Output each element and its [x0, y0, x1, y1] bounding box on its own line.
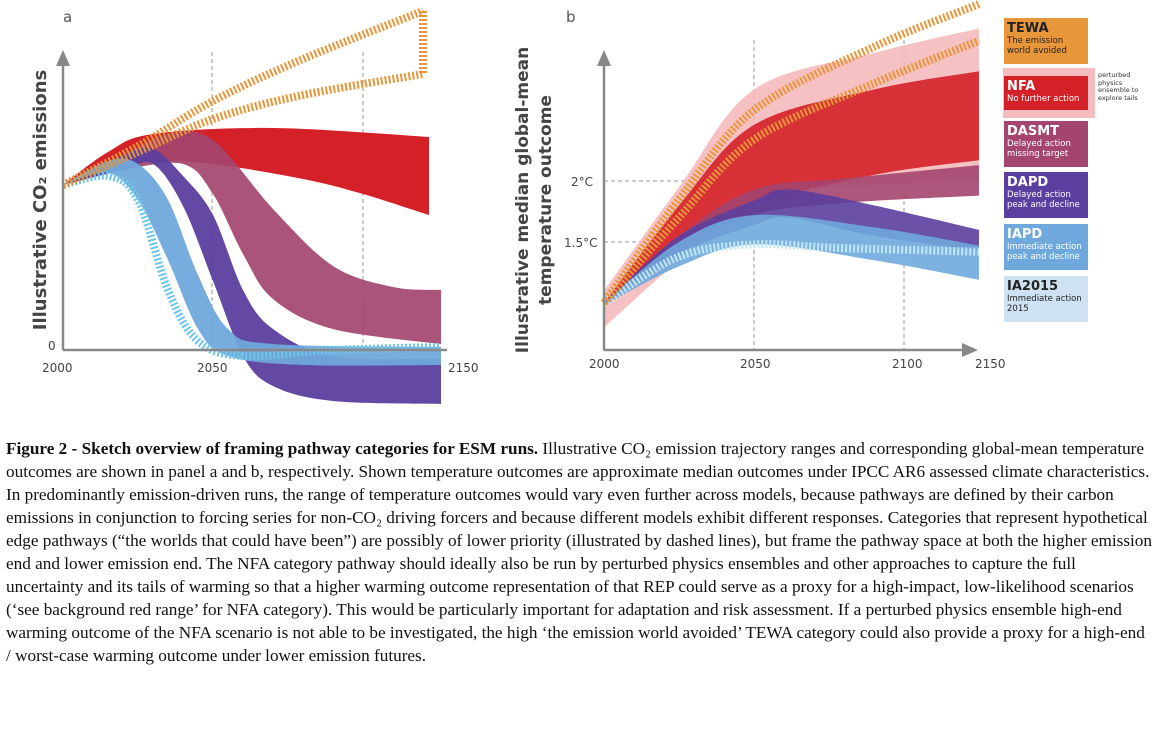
dashed-tewa-upper: [61, 7, 425, 189]
legend-code: TEWA: [1007, 21, 1049, 36]
legend-code: DAPD: [1007, 175, 1049, 190]
legend-ia2015: IA2015 Immediate action 2015: [1004, 276, 1088, 322]
legend-desc: No further action: [1007, 94, 1080, 104]
legend-code: DASMT: [1007, 124, 1060, 139]
y-axis-arrow-icon: [597, 50, 611, 66]
x-tick-2050: 2050: [197, 361, 228, 375]
band-dapd: [604, 189, 979, 306]
legend-desc: Immediate action peak and decline: [1007, 242, 1082, 262]
dashed-ia2015: [62, 171, 442, 361]
band-iapd: [63, 158, 441, 366]
x-tick-2150: 2150: [975, 357, 1006, 371]
figure-caption: Figure 2 - Sketch overview of framing pa…: [6, 437, 1152, 667]
x-axis-arrow-icon: [962, 343, 978, 357]
band-dasmt: [63, 131, 441, 344]
x-tick-2100: 2100: [892, 357, 923, 371]
legend-code: NFA: [1007, 79, 1036, 94]
legend-desc: Delayed action peak and decline: [1007, 190, 1080, 210]
panel-a: a 0 2000 2050 2150 Illustrative CO₂ emis…: [30, 7, 479, 404]
dashed-tewa-lower: [600, 36, 981, 306]
dashed-tewa-lower: [61, 70, 424, 189]
legend-iapd: IAPD Immediate action peak and decline: [1004, 224, 1088, 270]
caption-title: Figure 2 - Sketch overview of framing pa…: [6, 439, 539, 458]
x-tick-2000: 2000: [42, 361, 73, 375]
y-zero-label: 0: [48, 339, 56, 353]
legend-desc: The emission world avoided: [1007, 36, 1067, 56]
y-tick-1-5c: 1.5°C: [564, 236, 597, 250]
legend-code: IA2015: [1007, 279, 1059, 294]
panel-b-label: b: [566, 8, 576, 26]
x-tick-2150: 2150: [448, 361, 479, 375]
band-iapd: [604, 214, 979, 306]
y-axis-label-line1: Illustrative median global-mean: [513, 47, 533, 353]
legend-dapd: DAPD Delayed action peak and decline: [1004, 172, 1088, 218]
dashed-tewa-upper: [600, 0, 981, 306]
legend-desc: Immediate action 2015: [1007, 294, 1082, 314]
dashed-ia2015: [601, 240, 980, 307]
y-tick-2c: 2°C: [571, 175, 593, 189]
panel-a-label: a: [63, 8, 72, 26]
figure-2: a 0 2000 2050 2150 Illustrative CO₂ emis…: [30, 0, 1006, 404]
legend-desc: Delayed action missing target: [1007, 139, 1071, 159]
legend-tewa: TEWA The emission world avoided: [1004, 18, 1088, 64]
panel-b: b 2°C 1.5°C 2000 2050 2100 2150 Illustra…: [513, 0, 1006, 371]
legend-nfa: NFA No further action: [1004, 76, 1088, 110]
legend-code: IAPD: [1007, 227, 1043, 242]
y-axis-label: Illustrative CO₂ emissions: [30, 70, 51, 330]
caption-text: Illustrative CO₂ emission trajectory ran…: [6, 439, 1152, 665]
y-axis-label-line2: temperature outcome: [536, 95, 556, 305]
x-tick-2050: 2050: [740, 357, 771, 371]
perturbed-note: perturbed physics ensemble to explore ta…: [1098, 71, 1139, 102]
y-axis-arrow-icon: [56, 50, 70, 66]
x-tick-2000: 2000: [589, 357, 620, 371]
legend-dasmt: DASMT Delayed action missing target: [1004, 121, 1088, 167]
